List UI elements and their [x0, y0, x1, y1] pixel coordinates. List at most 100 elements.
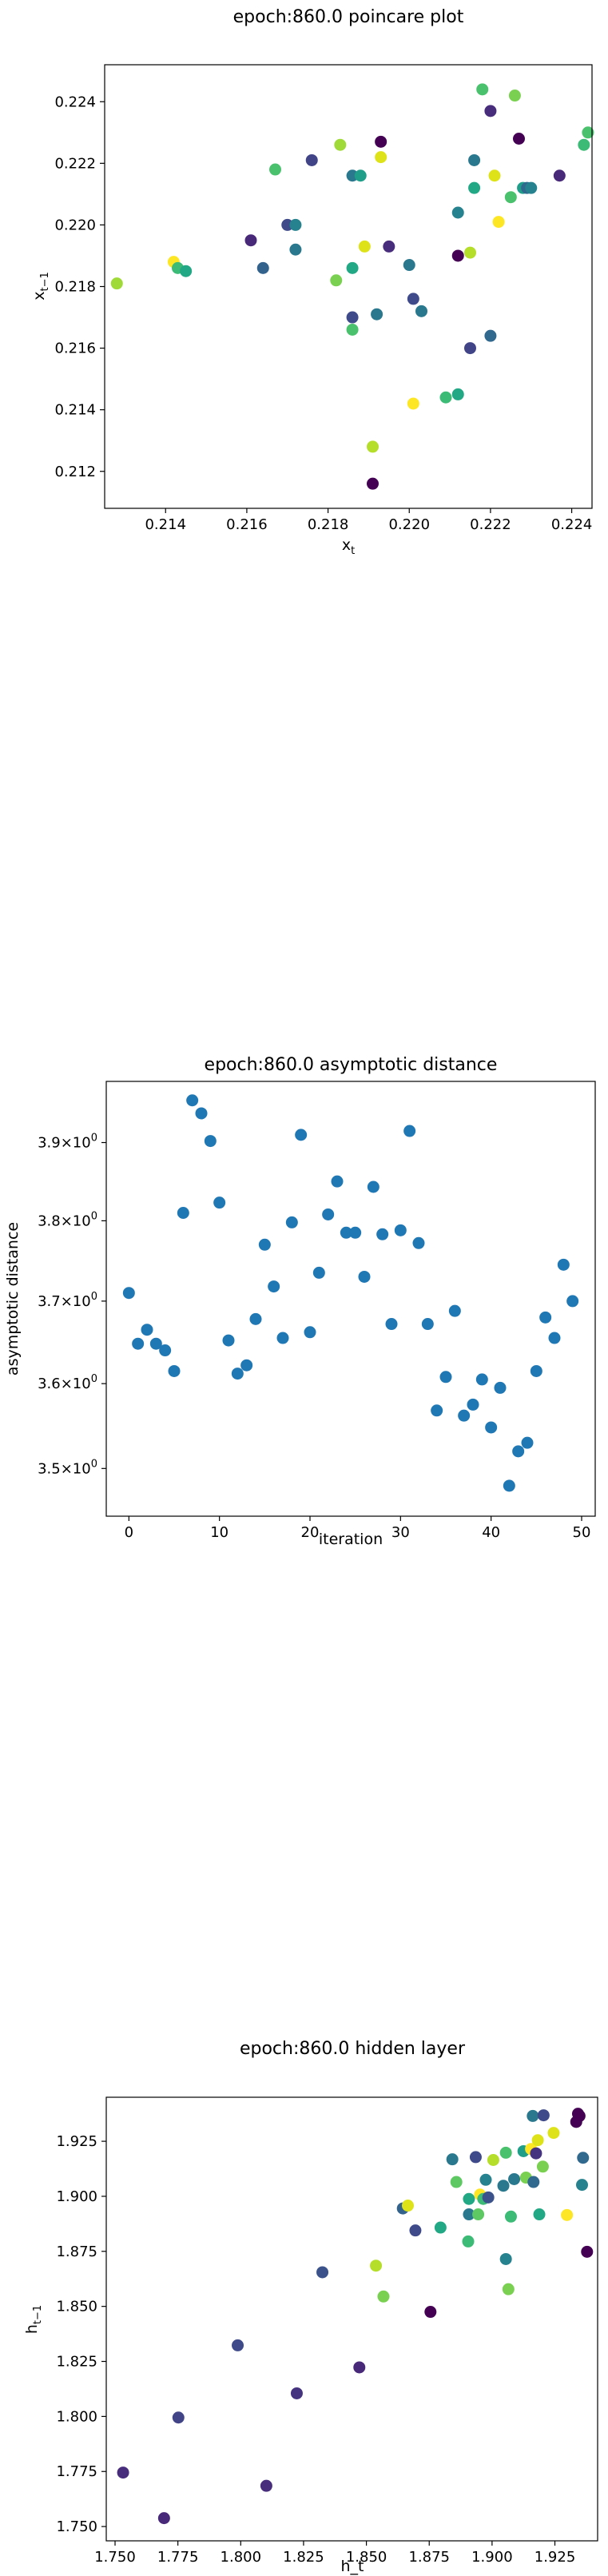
y-tick-label: 0.220 — [54, 217, 96, 233]
scatter-point — [482, 2191, 495, 2204]
scatter-point — [451, 206, 464, 219]
scatter-point — [468, 153, 481, 166]
x-tick-label: 10 — [210, 1524, 228, 1541]
y-axis-label: ht−1 — [23, 2305, 44, 2334]
scatter-point — [468, 181, 481, 194]
scatter-point — [439, 391, 452, 404]
scatter-point — [499, 2146, 512, 2159]
scatter-point — [385, 1318, 398, 1331]
x-tick-label: 0.216 — [226, 516, 268, 533]
scatter-point — [463, 2208, 475, 2221]
scatter-point — [222, 1334, 235, 1347]
scatter-point — [451, 388, 464, 400]
plot-frame — [104, 64, 593, 509]
y-tick-label: 3.5×100 — [38, 1458, 97, 1477]
scatter-point — [484, 105, 497, 117]
scatter-point — [462, 2235, 475, 2248]
y-tick-exponent: 0 — [91, 1291, 97, 1303]
scatter-point — [472, 2208, 485, 2221]
scatter-points — [117, 2108, 594, 2525]
scatter-point — [249, 1312, 262, 1325]
scatter-point — [231, 1368, 244, 1380]
y-tick-label: 0.224 — [54, 94, 96, 110]
scatter-point — [504, 2210, 517, 2223]
x-axis-ticks: 1.750 1.775 1.800 1.825 1.850 1.875 1.900 1.925 — [94, 2541, 575, 2566]
y-tick-multiplier: ×10 — [61, 1460, 91, 1477]
scatter-point — [485, 1421, 498, 1434]
chart-title: epoch:860.0 poincare plot — [233, 7, 464, 27]
scatter-point — [330, 274, 343, 287]
scatter-point — [346, 323, 359, 336]
scatter-point — [312, 1266, 325, 1279]
scatter-point — [316, 2266, 329, 2279]
scatter-point — [409, 2224, 422, 2237]
scatter-point — [582, 126, 594, 139]
scatter-point — [159, 1344, 172, 1357]
scatter-point — [289, 218, 302, 231]
scatter-point — [370, 2259, 383, 2272]
scatter-point — [536, 2160, 549, 2173]
scatter-point — [349, 1226, 362, 1239]
x-axis-ticks: 0 10 20 30 40 50 — [125, 1516, 590, 1541]
scatter-point — [367, 440, 379, 453]
scatter-point — [508, 2172, 521, 2185]
asymptotic-distance-chart: epoch:860.0 asymptotic distance 0 10 20 30 4… — [4, 1055, 596, 1548]
scatter-point — [358, 1270, 371, 1283]
scatter-point — [186, 1094, 199, 1107]
hidden-layer-chart: epoch:860.0 hidden layer 1.750 1.775 1.800… — [23, 2039, 598, 2575]
scatter-point — [304, 1326, 316, 1339]
scatter-point — [407, 293, 419, 305]
scatter-point — [232, 2339, 244, 2351]
scatter-point — [346, 261, 359, 274]
x-tick-label: 0.224 — [551, 516, 593, 533]
scatter-point — [244, 234, 257, 247]
y-tick-label: 0.218 — [54, 279, 96, 296]
x-tick-label: 1.800 — [221, 2549, 262, 2566]
y-tick-exponent: 0 — [91, 1458, 97, 1470]
scatter-point — [439, 1371, 452, 1384]
y-tick-multiplier: ×10 — [61, 1135, 91, 1152]
scatter-point — [289, 243, 302, 256]
x-tick-label: 30 — [391, 1524, 410, 1541]
scatter-point — [177, 1207, 189, 1220]
x-tick-label: 40 — [482, 1524, 500, 1541]
chart-title: epoch:860.0 asymptotic distance — [205, 1055, 498, 1075]
scatter-point — [533, 2208, 546, 2221]
scatter-point — [504, 191, 517, 204]
scatter-point — [527, 2176, 540, 2188]
scatter-point — [561, 2208, 574, 2221]
scatter-point — [434, 2221, 447, 2234]
scatter-point — [499, 2252, 512, 2265]
scatter-point — [581, 2245, 594, 2258]
y-tick-exponent: 0 — [91, 1133, 97, 1145]
y-tick-label: 1.775 — [56, 2463, 97, 2480]
scatter-point — [577, 2152, 590, 2164]
y-tick-multiplier: ×10 — [61, 1376, 91, 1392]
scatter-point — [371, 308, 383, 321]
scatter-point — [375, 151, 387, 164]
scatter-point — [295, 1129, 308, 1141]
scatter-point — [464, 246, 476, 259]
x-tick-label: 20 — [301, 1524, 320, 1541]
y-tick-label: 3.6×100 — [38, 1373, 97, 1392]
scatter-point — [276, 1332, 289, 1344]
x-axis-label: xt — [342, 536, 355, 557]
scatter-point — [195, 1107, 208, 1120]
scatter-point — [377, 2290, 390, 2303]
y-tick-label: 1.850 — [56, 2299, 97, 2315]
y-tick-label: 1.800 — [56, 2408, 97, 2425]
scatter-point — [531, 2134, 544, 2147]
scatter-point — [527, 2109, 539, 2122]
scatter-point — [573, 2109, 586, 2122]
scatter-point — [367, 477, 379, 490]
scatter-point — [258, 1238, 271, 1251]
y-tick-label: 1.900 — [56, 2188, 97, 2205]
y-axis-label: xt−1 — [30, 272, 51, 301]
x-axis-label: iteration — [319, 1531, 383, 1548]
scatter-point — [322, 1208, 335, 1220]
scatter-point — [269, 163, 281, 176]
y-tick-multiplier: ×10 — [61, 1293, 91, 1310]
scatter-point — [469, 2151, 482, 2164]
y-tick-mantissa: 3.6 — [38, 1376, 61, 1392]
scatter-point — [403, 1125, 416, 1137]
